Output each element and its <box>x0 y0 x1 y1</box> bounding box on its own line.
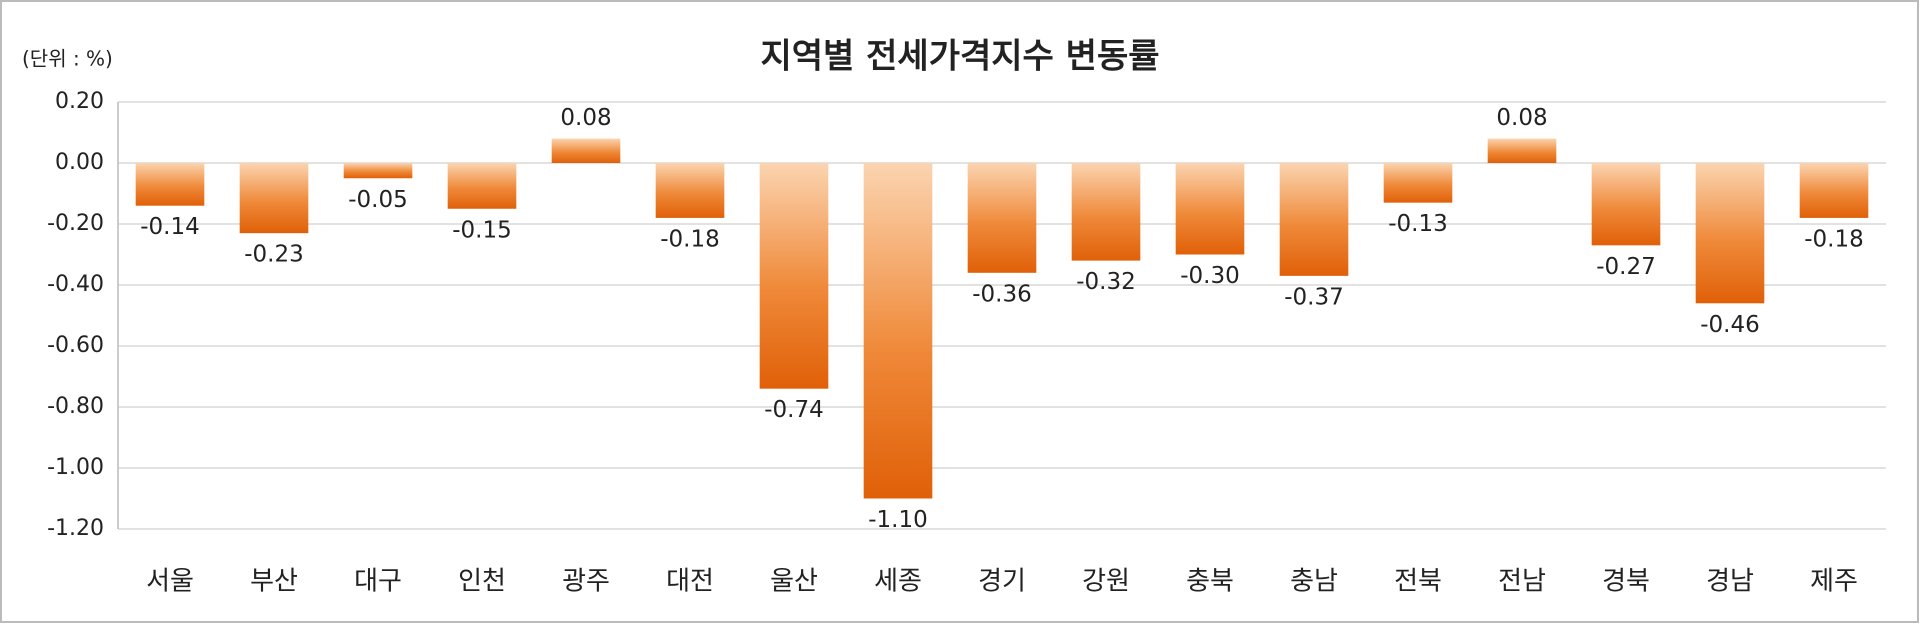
x-tick-label: 경기 <box>978 567 1026 597</box>
x-tick-label: 경남 <box>1706 567 1754 597</box>
bar <box>967 163 1037 273</box>
value-label: -0.37 <box>1284 284 1344 310</box>
value-label: -0.18 <box>660 226 720 252</box>
y-tick-label: 0.20 <box>55 89 104 114</box>
x-tick-label: 광주 <box>562 567 610 597</box>
value-label: -1.10 <box>868 507 928 533</box>
bar <box>655 163 725 218</box>
bar <box>863 163 933 499</box>
bar <box>1279 163 1349 276</box>
bar <box>1487 138 1557 163</box>
y-tick-label: -0.80 <box>47 394 104 419</box>
value-label: 0.08 <box>560 105 611 131</box>
x-tick-label: 전남 <box>1498 567 1546 597</box>
x-tick-label: 울산 <box>770 567 818 597</box>
bar <box>1695 163 1765 304</box>
y-tick-label: -1.20 <box>47 516 104 541</box>
value-label: -0.13 <box>1388 211 1448 237</box>
y-tick-label: -0.40 <box>47 272 104 297</box>
value-label: -0.36 <box>972 281 1032 307</box>
value-label: -0.23 <box>244 242 304 268</box>
y-tick-label: 0.00 <box>55 150 104 175</box>
bar <box>343 163 413 179</box>
bar <box>551 138 621 163</box>
value-label: -0.27 <box>1596 254 1656 280</box>
bar <box>447 163 517 209</box>
value-label: -0.46 <box>1700 312 1760 338</box>
bar <box>1591 163 1661 246</box>
chart-title: 지역별 전세가격지수 변동률 <box>760 37 1159 77</box>
x-tick-label: 전북 <box>1394 567 1442 597</box>
x-tick-label: 충북 <box>1186 567 1234 597</box>
x-tick-label: 부산 <box>250 567 298 597</box>
bar <box>1799 163 1869 218</box>
y-tick-label: -0.60 <box>47 333 104 358</box>
x-tick-label: 인천 <box>458 567 506 597</box>
value-label: -0.15 <box>452 217 512 243</box>
unit-label: (단위 : %) <box>22 47 113 71</box>
x-tick-label: 서울 <box>146 567 194 597</box>
value-label: -0.14 <box>140 214 200 240</box>
bar <box>1175 163 1245 255</box>
x-tick-label: 대전 <box>666 567 714 597</box>
value-label: -0.30 <box>1180 263 1240 289</box>
value-label: -0.18 <box>1804 226 1864 252</box>
x-tick-label: 세종 <box>874 567 922 597</box>
bar <box>1383 163 1453 203</box>
y-tick-label: -0.20 <box>47 211 104 236</box>
value-label: -0.32 <box>1076 269 1136 295</box>
x-tick-label: 대구 <box>354 567 402 597</box>
bar <box>759 163 829 389</box>
value-label: -0.05 <box>348 187 408 213</box>
value-label: -0.74 <box>764 397 824 423</box>
x-tick-label: 제주 <box>1810 567 1858 597</box>
x-tick-label: 경북 <box>1602 567 1650 597</box>
x-tick-label: 강원 <box>1082 567 1130 597</box>
value-label: 0.08 <box>1496 105 1547 131</box>
bar <box>239 163 309 234</box>
x-tick-label: 충남 <box>1290 567 1338 597</box>
bar <box>1071 163 1141 261</box>
y-tick-label: -1.00 <box>47 455 104 480</box>
bar <box>135 163 205 206</box>
